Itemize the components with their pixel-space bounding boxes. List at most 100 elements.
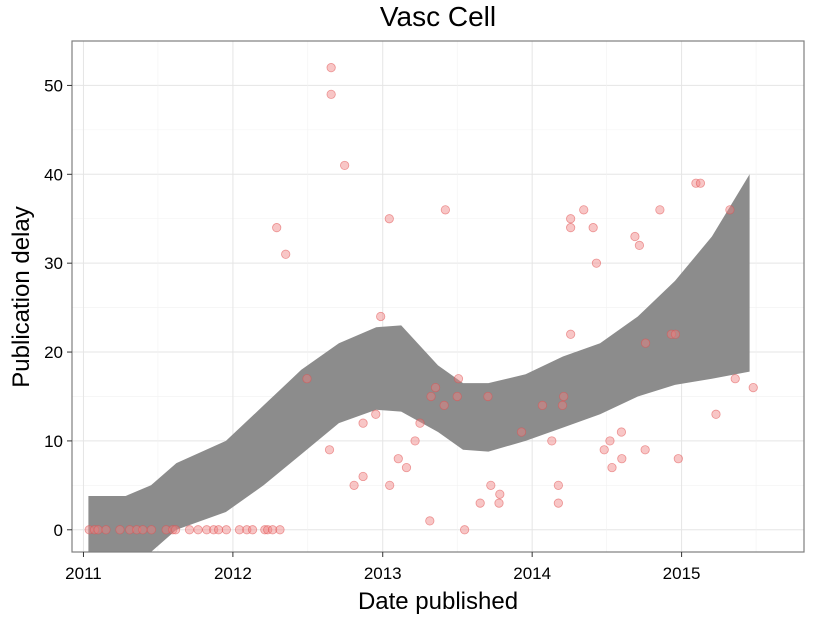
- data-point: [101, 525, 111, 535]
- data-point: [146, 525, 157, 535]
- data-point: [547, 436, 557, 446]
- data-point: [640, 338, 651, 348]
- data-point: [193, 525, 203, 535]
- x-tick-label: 2011: [65, 564, 102, 583]
- data-point: [711, 409, 721, 419]
- data-point: [170, 525, 181, 535]
- data-point: [439, 400, 449, 410]
- data-point: [302, 374, 312, 384]
- data-point: [605, 436, 615, 446]
- data-point: [260, 525, 270, 535]
- data-point: [89, 525, 100, 535]
- data-point: [553, 498, 563, 508]
- data-point: [281, 249, 291, 259]
- data-point: [209, 525, 219, 535]
- data-point: [588, 223, 598, 233]
- data-point: [452, 391, 462, 402]
- data-point: [725, 205, 735, 215]
- data-point: [579, 205, 589, 215]
- data-point: [425, 516, 435, 526]
- gridlines: [72, 41, 804, 552]
- data-point: [349, 480, 359, 490]
- data-point: [630, 231, 640, 242]
- data-point: [483, 391, 493, 402]
- data-point: [326, 63, 336, 73]
- data-point: [275, 525, 285, 535]
- data-point: [591, 258, 602, 268]
- data-point: [640, 445, 650, 455]
- data-point: [599, 445, 609, 455]
- data-point: [376, 311, 386, 322]
- x-tick-label: 2014: [513, 564, 551, 583]
- data-point: [93, 525, 103, 535]
- data-point: [125, 525, 135, 535]
- data-point: [440, 205, 450, 215]
- data-point: [358, 418, 368, 428]
- data-point: [221, 525, 231, 535]
- y-tick-label: 10: [44, 432, 63, 451]
- x-tick-label: 2015: [663, 564, 701, 583]
- data-point: [168, 525, 178, 535]
- data-point: [410, 436, 420, 446]
- data-point: [161, 525, 171, 535]
- data-point: [557, 400, 568, 410]
- data-point: [559, 391, 569, 402]
- y-tick-label: 30: [44, 254, 63, 273]
- x-tick-label: 2013: [364, 564, 402, 583]
- data-point: [537, 400, 547, 410]
- x-axis: 2011 2012 2013 2014 2015: [65, 552, 701, 583]
- smooth-confidence-band: [88, 174, 750, 553]
- data-point: [634, 240, 645, 250]
- y-axis: 0 10 20 30 40 50: [44, 76, 72, 540]
- data-point: [371, 409, 381, 419]
- data-point: [607, 462, 617, 473]
- y-tick-label: 20: [44, 343, 63, 362]
- plot-border: [71, 40, 805, 553]
- data-point: [213, 525, 224, 535]
- data-point: [138, 525, 148, 535]
- data-point: [748, 382, 758, 393]
- data-point: [494, 498, 504, 508]
- chart-title: Vasc Cell: [380, 1, 496, 32]
- data-point: [202, 525, 212, 535]
- data-point: [495, 489, 505, 499]
- data-point: [234, 525, 245, 535]
- data-point: [272, 223, 282, 233]
- x-axis-title: Date published: [358, 588, 518, 615]
- data-point: [358, 471, 368, 482]
- data-point: [695, 178, 706, 188]
- data-point: [430, 382, 441, 393]
- data-point: [247, 525, 258, 535]
- data-point: [730, 374, 740, 384]
- data-point: [670, 329, 681, 339]
- data-point: [401, 462, 412, 473]
- data-point: [673, 454, 683, 464]
- y-tick-label: 0: [54, 521, 63, 540]
- data-point: [115, 525, 125, 535]
- y-tick-label: 50: [44, 76, 63, 95]
- data-point: [655, 205, 665, 215]
- data-point: [486, 480, 496, 490]
- data-point: [340, 160, 350, 171]
- y-tick-label: 40: [44, 165, 63, 184]
- x-tick-label: 2012: [214, 564, 252, 583]
- data-point: [84, 525, 94, 535]
- data-point: [553, 480, 563, 490]
- scatter-points: [84, 63, 758, 535]
- data-point: [566, 329, 576, 339]
- data-point: [566, 214, 576, 224]
- data-point: [516, 427, 527, 437]
- data-point: [617, 454, 627, 464]
- data-point: [616, 427, 627, 437]
- y-axis-title: Publication delay: [8, 206, 35, 387]
- data-point: [426, 391, 436, 402]
- data-point: [385, 480, 395, 490]
- data-point: [415, 418, 425, 428]
- data-point: [326, 89, 336, 99]
- data-point: [324, 445, 335, 455]
- data-point: [268, 525, 278, 535]
- data-point: [566, 223, 576, 233]
- data-point: [460, 525, 470, 535]
- data-point: [384, 214, 394, 224]
